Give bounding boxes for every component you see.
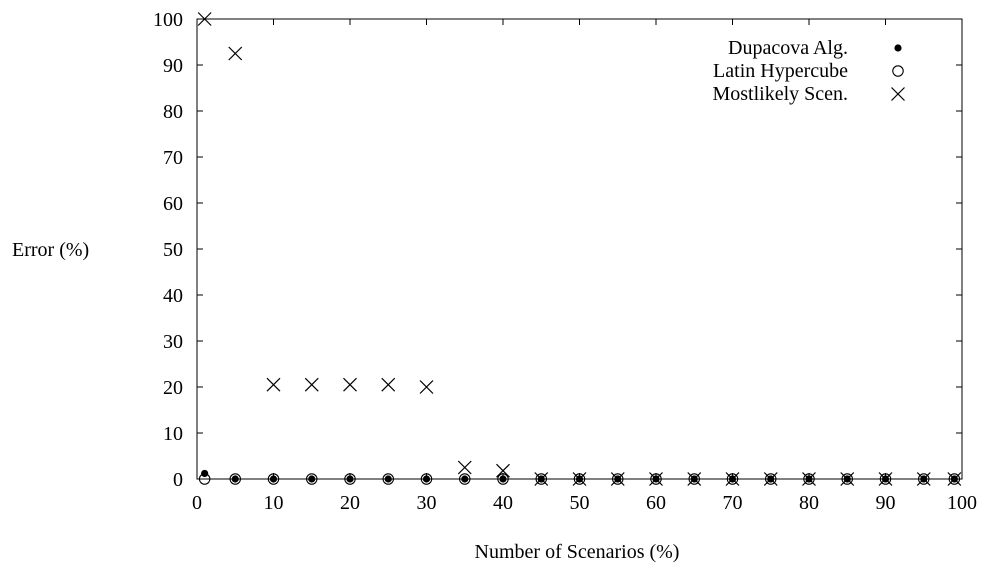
data-point	[947, 472, 962, 486]
x-axis-label: Number of Scenarios (%)	[475, 541, 680, 563]
data-point	[534, 472, 549, 486]
data-point	[197, 12, 212, 26]
y-tick-label: 0	[173, 469, 183, 491]
data-point	[499, 475, 507, 483]
data-point	[304, 377, 319, 392]
x-tick-label: 30	[417, 492, 437, 514]
x-tick-label: 40	[493, 492, 513, 514]
legend-marker	[892, 65, 904, 77]
legend-marker	[891, 87, 905, 101]
data-point	[764, 473, 777, 485]
y-tick-label: 80	[163, 101, 183, 123]
x-tick-label: 0	[192, 492, 202, 514]
data-point	[917, 473, 930, 485]
data-point	[269, 475, 278, 483]
y-tick-label: 30	[163, 331, 183, 353]
x-tick-label: 90	[876, 492, 896, 514]
legend-entry-label: Latin Hypercube	[713, 60, 848, 82]
data-point	[649, 472, 663, 486]
legend-marker	[894, 44, 902, 52]
data-point	[198, 473, 211, 485]
data-point	[879, 473, 892, 485]
legend-entry-label: Mostlikely Scen.	[712, 83, 848, 105]
data-point	[384, 475, 392, 483]
data-point	[916, 472, 931, 486]
x-tick-label: 60	[646, 492, 666, 514]
legend-entry-label: Dupacova Alg.	[728, 37, 848, 59]
data-point	[305, 473, 318, 485]
y-tick-label: 70	[163, 147, 183, 169]
data-point	[726, 473, 739, 485]
data-point	[228, 46, 243, 61]
data-point	[948, 473, 961, 485]
data-point	[650, 473, 662, 485]
data-point	[610, 472, 625, 486]
data-point	[802, 472, 816, 486]
data-point	[611, 473, 624, 485]
x-tick-label: 70	[723, 492, 743, 514]
series-layer	[197, 12, 962, 486]
data-point	[420, 473, 433, 485]
data-point	[381, 377, 396, 392]
data-point	[573, 473, 586, 485]
y-tick-label: 40	[163, 285, 183, 307]
data-point	[419, 380, 434, 394]
y-axis: 0 10 20 30 40 50 60 70 80 90 100	[153, 9, 962, 491]
data-point	[422, 475, 431, 483]
y-tick-label: 10	[163, 423, 183, 445]
x-tick-label: 20	[340, 492, 360, 514]
x-tick-label: 50	[570, 492, 590, 514]
data-point	[841, 473, 853, 485]
series-cross	[197, 12, 962, 486]
x-tick-label: 10	[264, 492, 284, 514]
series-open-circle	[198, 473, 961, 485]
data-point	[229, 473, 242, 485]
data-point	[687, 472, 702, 486]
data-point	[267, 473, 280, 485]
data-point	[803, 473, 815, 485]
data-point	[343, 377, 357, 392]
data-point	[725, 472, 740, 486]
data-point	[266, 377, 281, 392]
data-point	[688, 473, 700, 485]
data-point	[763, 472, 778, 486]
x-tick-label: 100	[947, 492, 977, 514]
data-point	[497, 473, 509, 485]
data-point	[308, 475, 316, 483]
data-point	[457, 460, 472, 475]
data-point	[344, 473, 356, 485]
data-point	[346, 475, 354, 483]
x-tick-label: 80	[799, 492, 819, 514]
data-point	[535, 473, 547, 485]
y-tick-label: 20	[163, 377, 183, 399]
data-point	[382, 473, 394, 485]
data-point	[878, 472, 893, 486]
y-tick-label: 90	[163, 55, 183, 77]
data-point	[458, 473, 471, 485]
data-point	[572, 472, 587, 486]
data-point	[461, 475, 469, 483]
data-point	[496, 463, 510, 478]
x-axis: 0 10 20 30 40 50 60 70 80 90 100	[192, 19, 977, 514]
data-point	[231, 475, 239, 483]
data-point	[840, 472, 855, 486]
y-axis-label: Error (%)	[12, 239, 89, 261]
y-tick-label: 60	[163, 193, 183, 215]
y-tick-label: 50	[163, 239, 183, 261]
y-tick-label: 100	[153, 9, 183, 31]
